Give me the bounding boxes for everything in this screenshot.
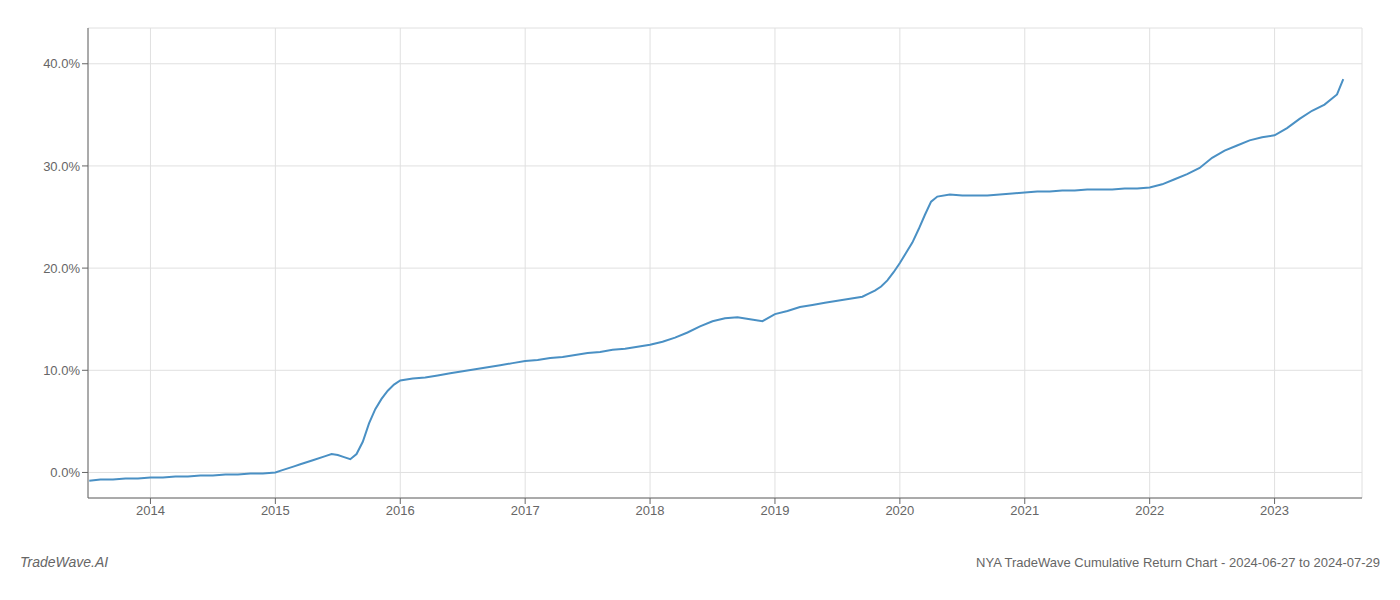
svg-text:2014: 2014: [136, 503, 165, 518]
svg-text:2021: 2021: [1010, 503, 1039, 518]
svg-text:2019: 2019: [760, 503, 789, 518]
svg-text:2015: 2015: [261, 503, 290, 518]
svg-text:20.0%: 20.0%: [43, 261, 80, 276]
svg-text:0.0%: 0.0%: [50, 465, 80, 480]
html-text:TradeWave.AI: TradeWave.AI: [20, 554, 109, 570]
svg-text:40.0%: 40.0%: [43, 56, 80, 71]
svg-text:2018: 2018: [636, 503, 665, 518]
html-text:NYA TradeWave Cumulative Retur: NYA TradeWave Cumulative Return Chart - …: [976, 555, 1380, 570]
svg-text:2017: 2017: [511, 503, 540, 518]
svg-text:2020: 2020: [885, 503, 914, 518]
svg-text:30.0%: 30.0%: [43, 159, 80, 174]
svg-text:2016: 2016: [386, 503, 415, 518]
svg-text:10.0%: 10.0%: [43, 363, 80, 378]
svg-text:2023: 2023: [1260, 503, 1289, 518]
svg-text:2022: 2022: [1135, 503, 1164, 518]
